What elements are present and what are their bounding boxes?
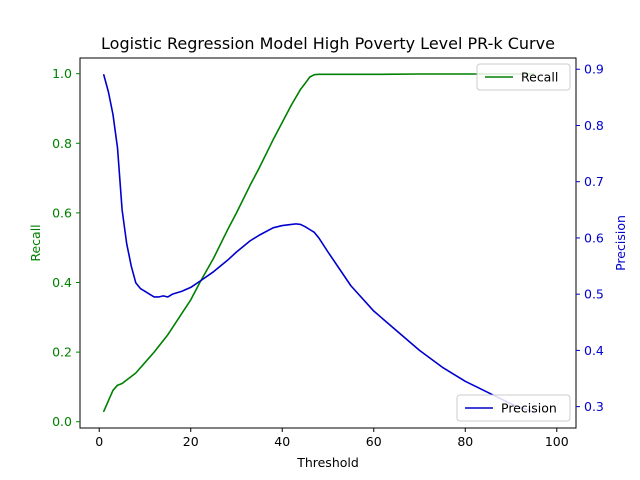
series-line-recall [102,73,535,413]
x-tick-label: 0 [95,434,103,449]
x-axis: 0 20 40 60 80 100 [95,428,569,449]
y-right-tick-label: 0.6 [584,230,604,245]
y-right-tick-label: 0.7 [584,174,604,189]
y-left-tick-label: 1.0 [52,66,72,81]
plot-frame [79,57,577,429]
x-tick-label: 60 [366,434,382,449]
y-left-tick-label: 0.6 [52,205,72,220]
y-axis-left: 0.0 0.2 0.4 0.6 0.8 1.0 [52,66,80,429]
y-left-tick-label: 0.8 [52,136,72,151]
series-layer [102,73,535,414]
y-right-tick-label: 0.3 [584,399,604,414]
y-right-tick-label: 0.4 [584,343,604,358]
legend-label: Precision [501,401,557,416]
y-right-tick-label: 0.5 [584,287,604,302]
legend-recall: Recall [476,63,571,91]
x-tick-label: 80 [457,434,473,449]
y-right-tick-label: 0.9 [584,62,604,77]
x-tick-label: 100 [545,434,569,449]
y-axis-left-label: Recall [28,224,43,261]
legend-precision: Precision [456,394,571,422]
y-right-tick-label: 0.8 [584,118,604,133]
x-tick-label: 40 [274,434,290,449]
legend-box [456,394,571,422]
y-axis-right: 0.3 0.4 0.5 0.6 0.7 0.8 0.9 [576,62,604,414]
x-tick-label: 20 [183,434,199,449]
y-axis-right-label: Precision [613,215,628,271]
legend-box [476,63,571,91]
y-left-tick-label: 0.0 [52,414,72,429]
legend-label: Recall [521,70,558,85]
y-left-tick-label: 0.4 [52,275,72,290]
y-left-tick-label: 0.2 [52,345,72,360]
chart-title: Logistic Regression Model High Poverty L… [101,34,555,53]
x-axis-label: Threshold [296,455,359,470]
series-line-precision [102,74,535,414]
